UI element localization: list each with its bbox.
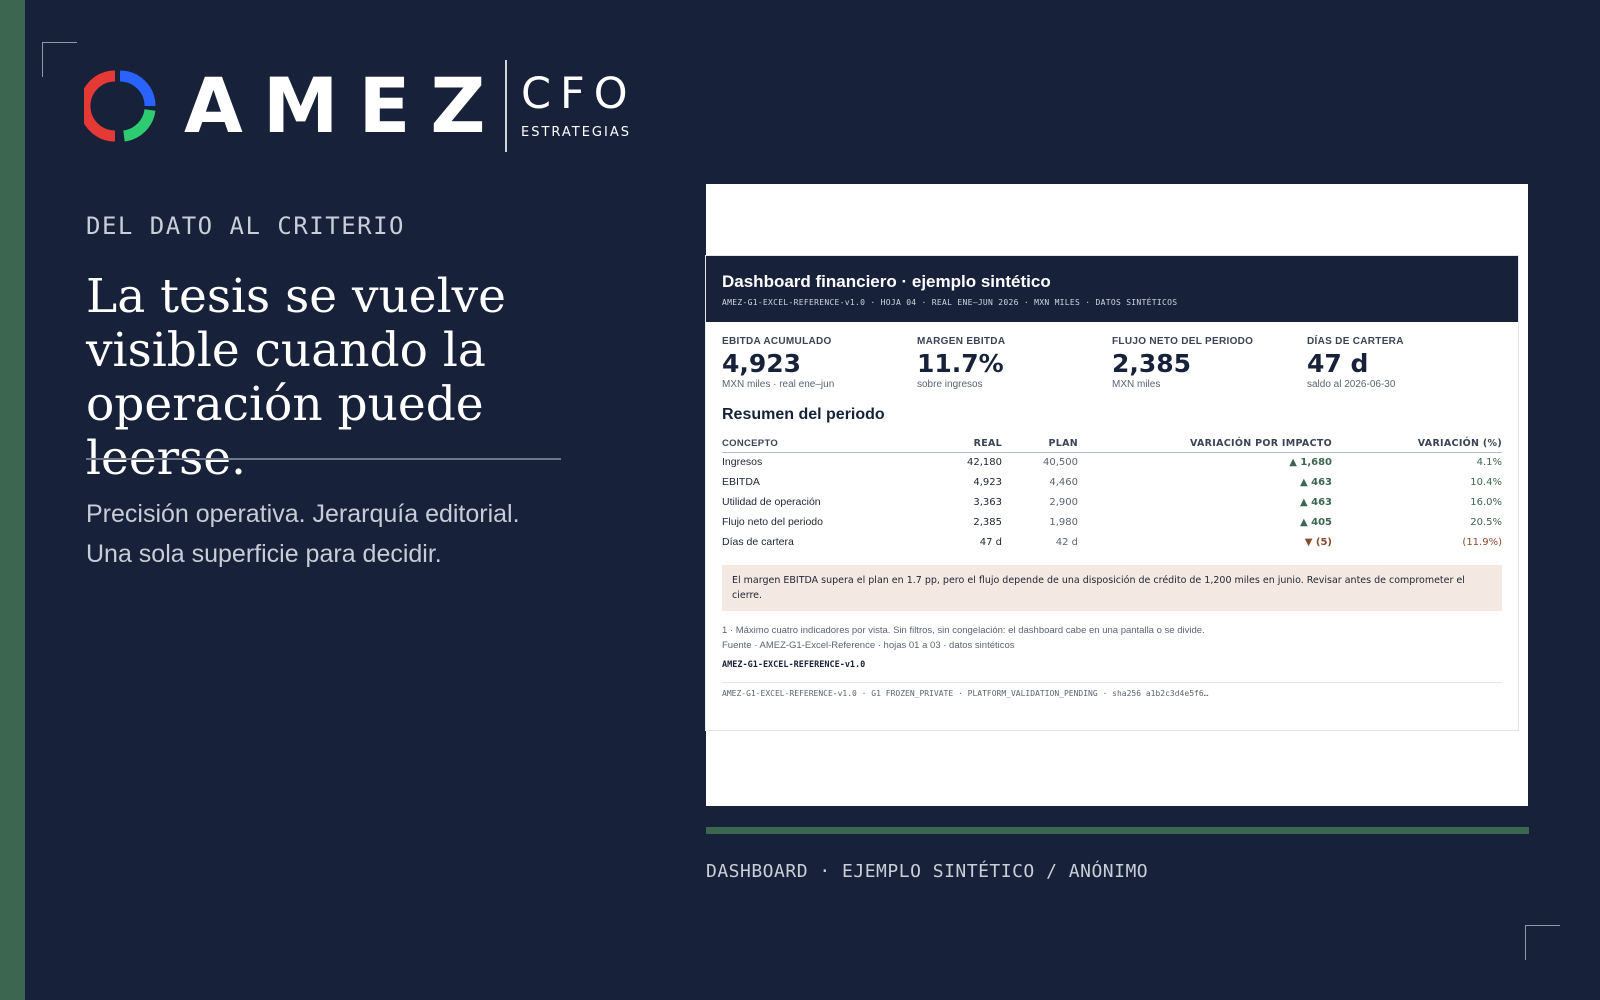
column-header-pct: VARIACIÓN (%) bbox=[1332, 434, 1502, 453]
logo-ring-icon bbox=[84, 70, 156, 142]
table-row: Flujo neto del periodo 2,385 1,980 ▲ 405… bbox=[722, 513, 1502, 533]
cell-impacto: ▼ (5) bbox=[1304, 536, 1332, 548]
column-header-real: REAL bbox=[932, 434, 1002, 453]
kpi-label: FLUJO NETO DEL PERIODO bbox=[1112, 336, 1254, 347]
kpi-label: EBITDA ACUMULADO bbox=[722, 336, 832, 347]
reference-id: AMEZ-G1-EXCEL-REFERENCE-v1.0 bbox=[722, 659, 866, 670]
column-header-concepto: CONCEPTO bbox=[722, 434, 932, 453]
corner-mark-top-left bbox=[42, 42, 77, 77]
dashboard-meta: AMEZ-G1-EXCEL-REFERENCE-v1.0 · HOJA 04 ·… bbox=[722, 298, 1178, 307]
kpi-label: MARGEN EBITDA bbox=[917, 336, 1006, 347]
cell-real: 4,923 bbox=[973, 476, 1002, 488]
dashboard-title: Dashboard financiero · ejemplo sintético bbox=[722, 272, 1051, 291]
cell-plan: 1,980 bbox=[1049, 516, 1078, 528]
kpi-cartera: DÍAS DE CARTERA 47 d saldo al 2026-06-30 bbox=[1307, 336, 1502, 390]
footnotes: 1 · Máximo cuatro indicadores por vista.… bbox=[706, 611, 1518, 653]
cell-real: 47 d bbox=[979, 536, 1002, 548]
column-header-plan: PLAN bbox=[1002, 434, 1078, 453]
footer-divider bbox=[722, 681, 1502, 683]
kpi-sub: sobre ingresos bbox=[917, 379, 983, 390]
cell-impacto: ▲ 463 bbox=[1299, 496, 1332, 508]
cell-concepto: Días de cartera bbox=[722, 536, 794, 548]
cell-concepto: Flujo neto del periodo bbox=[722, 516, 823, 528]
logo-cfo-block: CFO ESTRATEGIAS bbox=[520, 68, 637, 140]
cell-plan: 2,900 bbox=[1049, 496, 1078, 508]
cell-plan: 4,460 bbox=[1049, 476, 1078, 488]
cell-impacto: ▲ 1,680 bbox=[1289, 456, 1332, 468]
kpi-ebitda: EBITDA ACUMULADO 4,923 MXN miles · real … bbox=[722, 336, 917, 390]
table-row: Días de cartera 47 d 42 d ▼ (5) (11.9%) bbox=[722, 533, 1502, 553]
cell-plan: 42 d bbox=[1055, 536, 1078, 548]
cell-real: 42,180 bbox=[967, 456, 1002, 468]
corner-mark-bottom-right bbox=[1525, 925, 1560, 960]
table-header-row: CONCEPTO REAL PLAN VARIACIÓN POR IMPACTO… bbox=[722, 434, 1502, 453]
kpi-flujo: FLUJO NETO DEL PERIODO 2,385 MXN miles bbox=[1112, 336, 1307, 390]
dashboard-caption: DASHBOARD · EJEMPLO SINTÉTICO / ANÓNIMO bbox=[706, 861, 1149, 882]
kpi-sub: MXN miles bbox=[1112, 379, 1161, 390]
kpi-margen: MARGEN EBITDA 11.7% sobre ingresos bbox=[917, 336, 1112, 390]
insight-note: El margen EBITDA supera el plan en 1.7 p… bbox=[722, 564, 1502, 611]
kpi-value: 47 d bbox=[1307, 349, 1369, 378]
cell-concepto: EBITDA bbox=[722, 476, 760, 488]
kpi-sub: MXN miles · real ene–jun bbox=[722, 379, 835, 390]
table-row: Utilidad de operación 3,363 2,900 ▲ 463 … bbox=[722, 493, 1502, 513]
logo-divider bbox=[505, 60, 507, 152]
table-row: Ingresos 42,180 40,500 ▲ 1,680 4.1% bbox=[722, 453, 1502, 473]
footer-meta: AMEZ-G1-EXCEL-REFERENCE-v1.0 · G1 FROZEN… bbox=[722, 688, 1209, 698]
table-row: EBITDA 4,923 4,460 ▲ 463 10.4% bbox=[722, 473, 1502, 493]
kpi-label: DÍAS DE CARTERA bbox=[1307, 336, 1404, 347]
logo-tagline: ESTRATEGIAS bbox=[520, 124, 631, 140]
cell-impacto: ▲ 405 bbox=[1299, 516, 1332, 528]
cell-pct: 10.4% bbox=[1470, 476, 1502, 488]
cell-pct: 4.1% bbox=[1476, 456, 1502, 468]
cell-impacto: ▲ 463 bbox=[1299, 476, 1332, 488]
cell-real: 2,385 bbox=[973, 516, 1002, 528]
dashboard-header: Dashboard financiero · ejemplo sintético… bbox=[706, 256, 1518, 322]
footnote-source: Fuente · AMEZ-G1-Excel-Reference · hojas… bbox=[722, 639, 1015, 651]
cell-pct: (11.9%) bbox=[1462, 536, 1502, 548]
eyebrow-text: DEL DATO AL CRITERIO bbox=[86, 212, 405, 240]
cell-concepto: Ingresos bbox=[722, 456, 763, 469]
amez-cfo-logo: AMEZ CFO ESTRATEGIAS bbox=[84, 60, 637, 152]
kpi-row: EBITDA ACUMULADO 4,923 MXN miles · real … bbox=[706, 322, 1518, 390]
headline: La tesis se vuelve visible cuando la ope… bbox=[86, 269, 506, 486]
cell-plan: 40,500 bbox=[1043, 456, 1078, 468]
section-title: Resumen del periodo bbox=[722, 406, 885, 423]
dashboard-card: Dashboard financiero · ejemplo sintético… bbox=[706, 256, 1518, 730]
cell-pct: 20.5% bbox=[1470, 516, 1502, 528]
logo-cfo-text: CFO bbox=[520, 68, 637, 119]
column-header-impacto: VARIACIÓN POR IMPACTO bbox=[1078, 434, 1332, 453]
cell-real: 3,363 bbox=[973, 496, 1002, 508]
logo-wordmark: AMEZ bbox=[184, 61, 506, 150]
cell-pct: 16.0% bbox=[1470, 496, 1502, 508]
divider-rule bbox=[86, 458, 561, 460]
cell-concepto: Utilidad de operación bbox=[722, 496, 821, 508]
subcopy: Precisión operativa. Jerarquía editorial… bbox=[86, 494, 646, 574]
subcopy-line-1: Precisión operativa. Jerarquía editorial… bbox=[86, 500, 520, 528]
kpi-value: 2,385 bbox=[1112, 349, 1192, 378]
green-accent-bar bbox=[706, 827, 1529, 834]
kpi-value: 11.7% bbox=[917, 349, 1004, 378]
side-accent-stripe bbox=[0, 0, 25, 1000]
subcopy-line-2: Una sola superficie para decidir. bbox=[86, 540, 442, 568]
kpi-sub: saldo al 2026-06-30 bbox=[1307, 379, 1396, 390]
footnote-1: 1 · Máximo cuatro indicadores por vista.… bbox=[722, 624, 1205, 636]
kpi-value: 4,923 bbox=[722, 349, 802, 378]
summary-table: CONCEPTO REAL PLAN VARIACIÓN POR IMPACTO… bbox=[722, 434, 1502, 553]
